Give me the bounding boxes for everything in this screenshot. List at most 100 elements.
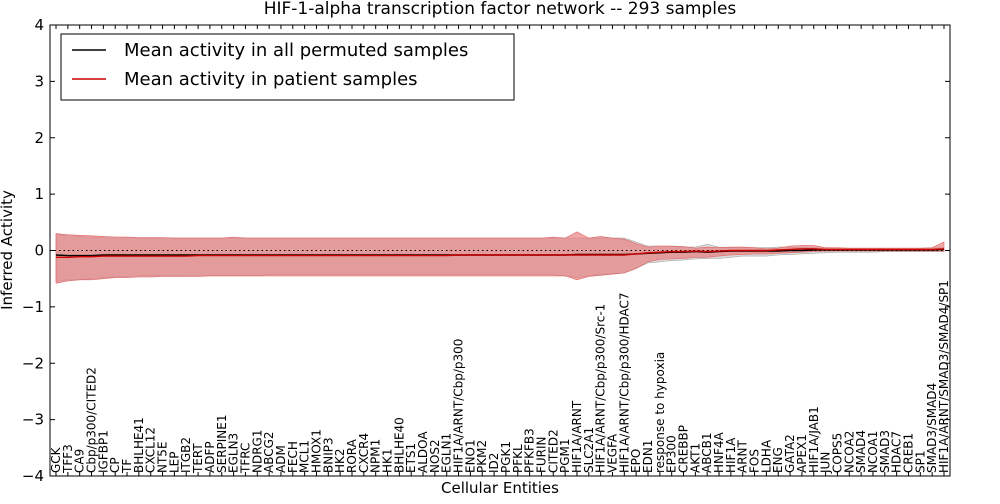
x-tick-label: SMAD4 [854, 430, 868, 473]
x-tick-label: ENG [771, 447, 785, 473]
y-tick-label: −3 [22, 411, 44, 429]
x-tick-label: ETS1 [404, 443, 418, 473]
y-axis-label: Inferred Activity [0, 190, 16, 310]
x-tick-label: ADFP [203, 441, 217, 473]
x-tick-label: FOS [748, 449, 762, 473]
y-tick-label: −2 [22, 354, 44, 372]
x-tick-label: CP [108, 457, 122, 473]
x-tick-label: GCK [49, 446, 63, 473]
legend-box [60, 33, 515, 101]
x-tick-label: ARNT [736, 439, 750, 473]
x-tick-label: HIF1A/ARNT/Cbp/p300 [452, 339, 466, 473]
x-tick-label: HMOX1 [310, 429, 324, 473]
x-tick-label: NT5E [156, 441, 170, 473]
x-tick-label: HIF1A/ARNT/Cbp/p300/HDAC7 [617, 292, 631, 473]
x-tick-label: EP300 [665, 435, 679, 473]
y-tick-label: 0 [34, 242, 44, 260]
x-tick-label: ADM [274, 445, 288, 473]
x-tick-label: NCOA2 [842, 431, 856, 473]
x-tick-label: HIF1A/JAB1 [807, 406, 821, 473]
y-tick-label: 1 [34, 185, 44, 203]
y-tick-label: 3 [34, 72, 44, 90]
x-tick-label: SLC2A1 [582, 427, 596, 473]
legend-label-permuted: Mean activity in all permuted samples [124, 40, 468, 61]
band-series-1 [55, 231, 945, 284]
x-axis-label: Cellular Entities [441, 479, 559, 497]
x-tick-label: IGFBP1 [96, 430, 110, 473]
x-tick-label: MCL1 [298, 440, 312, 473]
x-tick-label: BNIP3 [321, 437, 335, 473]
x-tick-label: SMAD3 [878, 430, 892, 473]
x-tick-label: Cbp/p300/CITED2 [85, 367, 99, 473]
x-tick-label: SP1 [913, 451, 927, 474]
x-tick-label: GATA2 [783, 434, 797, 473]
x-tick-label: HIF1A/ARNT/Cbp/p300/Src-1 [594, 304, 608, 473]
x-tick-label: TFRC [238, 443, 252, 474]
x-tick-label: EGLN1 [440, 433, 454, 473]
x-tick-label: APEX1 [795, 434, 809, 473]
x-tick-label: HNF4A [712, 431, 726, 473]
x-tick-label: PKM2 [475, 440, 489, 473]
x-tick-label: VEGFA [606, 433, 620, 473]
series-line-1 [56, 248, 945, 258]
y-tick-label: 4 [34, 16, 44, 34]
y-tick-label: 2 [34, 129, 44, 147]
x-tick-label: ITGB2 [179, 437, 193, 473]
x-tick-label: ABCB1 [700, 433, 714, 473]
x-tick-label: NPM1 [369, 439, 383, 473]
x-tick-label: BHLHE41 [132, 417, 146, 473]
x-tick-label: PGK1 [499, 441, 513, 473]
x-tick-label: EDN1 [641, 440, 655, 473]
x-tick-label: TF [120, 459, 134, 474]
x-tick-label: PFKL [511, 444, 525, 473]
x-tick-label: AKT1 [688, 443, 702, 473]
x-tick-label: ID2 [487, 453, 501, 473]
x-tick-label: FECH [286, 441, 300, 473]
y-tick-label: −1 [22, 298, 44, 316]
x-tick-label: HK2 [333, 448, 347, 473]
y-axis: −4 −3 −2 −1 0 1 2 3 4 [22, 16, 950, 485]
x-tick-label: TFF3 [61, 444, 75, 474]
x-tick-label: CXCL12 [144, 427, 158, 473]
x-tick-label: PGM1 [558, 438, 572, 473]
x-tick-label: HIF1A/ARNT [570, 400, 584, 473]
x-tick-label: HK1 [381, 448, 395, 473]
x-axis: GCKTFF3CA9Cbp/p300/CITED2IGFBP1CPTFBHLHE… [49, 25, 951, 476]
x-tick-label: SERPINE1 [215, 414, 229, 473]
x-tick-label: NCOA1 [866, 431, 880, 473]
chart-title: HIF-1-alpha transcription factor network… [264, 0, 737, 19]
x-tick-label: JUN [819, 452, 833, 474]
x-tick-label: EGLN3 [227, 433, 241, 473]
x-tick-label: CXCR4 [357, 433, 371, 473]
confidence-bands [55, 231, 945, 284]
x-tick-label: FURIN [534, 436, 548, 473]
x-tick-label: PFKFB3 [523, 428, 537, 473]
x-tick-label: LEP [167, 451, 181, 473]
x-tick-label: NDRG1 [250, 430, 264, 474]
series-lines [50, 248, 950, 258]
x-tick-label: ABCG2 [262, 431, 276, 473]
x-tick-label: CA9 [73, 449, 87, 473]
x-tick-label: BHLHE40 [392, 417, 406, 473]
x-tick-label: COPS5 [830, 433, 844, 473]
x-tick-label: EPO [629, 449, 643, 473]
x-tick-label: HIF1A [724, 437, 738, 473]
x-tick-label: RORA [345, 438, 359, 473]
y-tick-label: −4 [22, 467, 44, 485]
x-tick-label: CITED2 [546, 429, 560, 473]
x-tick-label: ALDOA [416, 431, 430, 473]
x-tick-label: response to hypoxia [653, 352, 667, 473]
legend: Mean activity in all permuted samples Me… [60, 33, 515, 101]
x-tick-label: HIF1A/ARNT/SMAD3/SMAD4/SP1 [937, 280, 951, 473]
x-tick-label: CREB1 [902, 433, 916, 473]
legend-label-patient: Mean activity in patient samples [124, 69, 418, 90]
x-tick-label: CREBBP [677, 425, 691, 473]
x-tick-label: NOS2 [428, 439, 442, 473]
x-tick-label: SMAD3/SMAD4 [925, 383, 939, 473]
x-tick-label: ENO1 [463, 439, 477, 473]
x-tick-label: TERT [191, 443, 205, 474]
x-tick-label: HDAC7 [890, 431, 904, 473]
x-tick-label: LDHA [759, 439, 773, 473]
